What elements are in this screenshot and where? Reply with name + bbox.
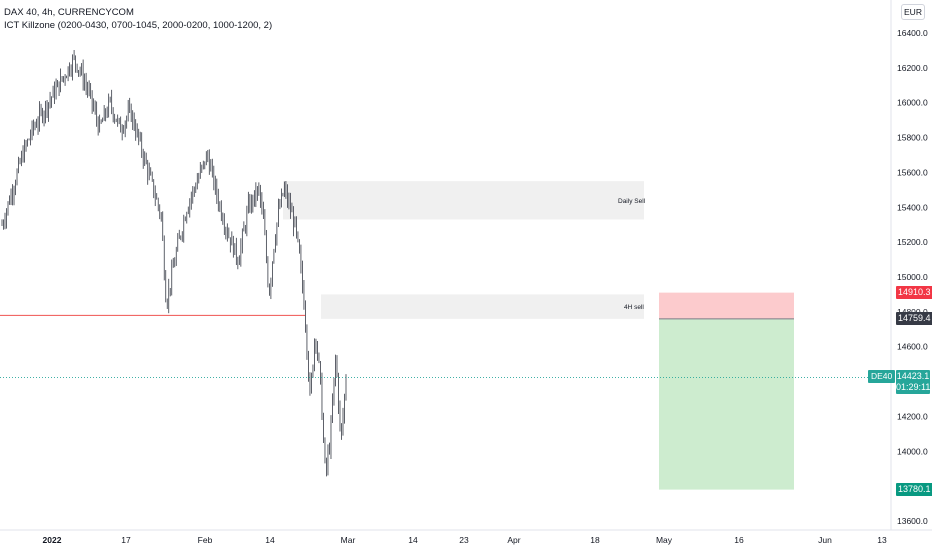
daily-sell-zone <box>283 181 644 220</box>
candles <box>1 49 347 477</box>
current-price-value: 14423.1 <box>896 371 930 381</box>
time-tick: 16 <box>734 535 744 545</box>
time-tick: May <box>656 535 673 545</box>
price-axis[interactable]: 16400.0 16200.0 16000.0 15800.0 15600.0 15400… <box>897 28 928 526</box>
time-tick: Apr <box>507 535 520 545</box>
time-tick: Feb <box>198 535 213 545</box>
stop-price-label: 14910.3 <box>896 286 932 300</box>
price-tick: 13600.0 <box>897 516 928 526</box>
bar-countdown: 01:29:11 <box>896 382 931 392</box>
price-tick: 15600.0 <box>897 167 928 177</box>
entry-price-label: 14759.4 <box>896 312 932 326</box>
reward-area <box>659 318 794 490</box>
time-tick: 2022 <box>43 535 62 545</box>
h4-sell-label: 4H sell <box>624 304 644 311</box>
price-tick: 14600.0 <box>897 342 928 352</box>
h4-sell-zone <box>321 294 644 319</box>
chart-lines <box>0 314 891 378</box>
time-tick: 14 <box>265 535 275 545</box>
time-tick: 23 <box>459 535 469 545</box>
price-tick: 14800.0 <box>897 307 928 317</box>
daily-sell-label: Daily Sell <box>618 198 646 205</box>
symbol-title[interactable]: DAX 40, 4h, CURRENCYCOM <box>4 7 134 18</box>
symbol-tag: DE40 <box>868 370 896 383</box>
price-tick: 15200.0 <box>897 237 928 247</box>
time-tick: 18 <box>590 535 600 545</box>
currency-button[interactable]: EUR <box>901 4 925 20</box>
risk-area <box>659 292 794 319</box>
price-tick: 16000.0 <box>897 98 928 108</box>
time-tick: 13 <box>877 535 887 545</box>
price-tick: 16200.0 <box>897 63 928 73</box>
price-tick: 15400.0 <box>897 202 928 212</box>
supply-zones <box>283 181 644 319</box>
time-tick: 14 <box>408 535 418 545</box>
current-price-label: 14423.1 01:29:11 <box>896 370 930 394</box>
time-tick: Mar <box>341 535 356 545</box>
time-tick: 17 <box>121 535 131 545</box>
price-tick: 15000.0 <box>897 272 928 282</box>
price-tick: 16400.0 <box>897 28 928 38</box>
price-tick: 14200.0 <box>897 411 928 421</box>
chart-legend: DAX 40, 4h, CURRENCYCOM ICT Killzone (02… <box>4 6 272 32</box>
time-axis[interactable]: 2022 17 Feb 14 Mar 14 23 Apr 18 May 16 Jun 13 <box>43 535 887 545</box>
price-tick: 15800.0 <box>897 133 928 143</box>
time-tick: Jun <box>818 535 832 545</box>
short-position-tool[interactable] <box>659 292 794 490</box>
price-tick: 14000.0 <box>897 446 928 456</box>
target-price-label: 13780.1 <box>896 483 932 497</box>
indicator-title[interactable]: ICT Killzone (0200-0430, 0700-1045, 2000… <box>4 20 273 31</box>
